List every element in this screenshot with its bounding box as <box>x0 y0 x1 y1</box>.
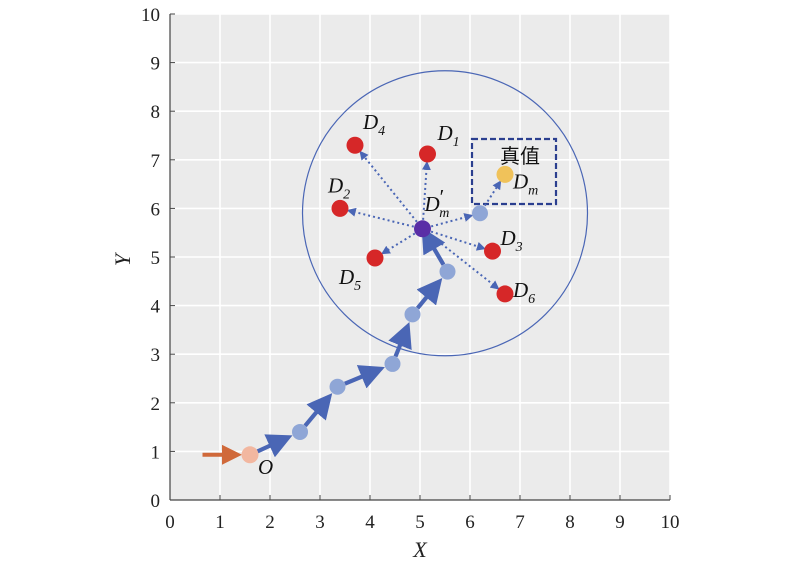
x-tick-label: 3 <box>315 512 325 533</box>
candidate-label-d4: D4 <box>362 110 385 139</box>
x-tick-label: 8 <box>565 512 575 533</box>
candidate-label-d2: D2 <box>327 173 350 202</box>
path-arrow <box>256 434 293 458</box>
y-tick-label: 0 <box>151 491 161 512</box>
path-node <box>404 306 421 323</box>
x-tick-label: 4 <box>365 512 375 533</box>
path-node <box>384 355 401 372</box>
candidate-point <box>331 199 349 217</box>
x-tick-label: 7 <box>515 512 525 533</box>
extra-node <box>472 205 488 222</box>
candidate-point <box>346 136 364 154</box>
extra-node-spoke <box>430 213 474 228</box>
x-tick-label: 1 <box>215 512 225 533</box>
candidate-label-d3: D3 <box>500 226 523 255</box>
path-arrow <box>388 321 412 358</box>
path-node <box>329 378 346 395</box>
y-tick-label: 6 <box>151 199 161 220</box>
candidate-point <box>484 242 501 260</box>
search-circle <box>301 70 589 357</box>
path-arrow <box>421 227 446 266</box>
x-tick-label: 2 <box>265 512 275 533</box>
candidate-label-d5: D5 <box>338 265 361 294</box>
truth-label: Dm <box>512 169 538 198</box>
path-arrows <box>256 227 446 458</box>
path-node <box>292 423 308 440</box>
x-tick-label: 9 <box>615 512 625 533</box>
truth-box <box>470 137 558 206</box>
y-tick-label: 7 <box>151 151 161 172</box>
origin-point <box>241 446 259 464</box>
path-arrow <box>303 393 333 428</box>
y-tick-label: 3 <box>151 345 161 366</box>
x-axis-label: X <box>412 537 428 562</box>
candidate-spoke <box>346 207 415 228</box>
candidate-point <box>496 285 514 303</box>
x-tick-labels: 0 1 2 3 4 5 6 7 8 9 10 <box>165 512 679 533</box>
truth-point <box>496 165 514 183</box>
truth-caption: 真值 <box>500 144 540 168</box>
candidate-points <box>331 136 514 303</box>
y-tick-label: 8 <box>151 102 161 123</box>
y-tick-label: 10 <box>141 5 160 26</box>
estimate-point <box>414 220 431 238</box>
y-tick-label: 1 <box>151 442 161 463</box>
candidate-label-d6: D6 <box>512 278 535 307</box>
y-tick-label: 5 <box>151 248 161 269</box>
x-tick-label: 5 <box>415 512 425 533</box>
path-nodes <box>241 205 488 464</box>
point-labels: D1 D2 D3 D4 D5 D6 D′ m Dm O <box>258 110 538 479</box>
candidate-point <box>366 249 384 267</box>
path-node <box>439 263 456 280</box>
path-arrow <box>344 365 385 389</box>
x-tick-label: 10 <box>661 512 680 533</box>
path-arrow <box>415 277 443 310</box>
candidate-point <box>419 145 436 163</box>
y-tick-label: 2 <box>151 394 161 415</box>
y-tick-label: 9 <box>151 54 161 75</box>
candidate-label-d1: D1 <box>437 121 460 150</box>
axis-frame <box>169 13 671 501</box>
y-tick-label: 4 <box>151 297 161 318</box>
candidate-spokes <box>346 150 502 290</box>
candidate-spoke <box>380 232 416 255</box>
candidate-spoke <box>430 230 486 251</box>
origin-label: O <box>258 455 273 479</box>
x-tick-label: 0 <box>165 512 175 533</box>
x-tick-label: 6 <box>465 512 475 533</box>
grid-lines <box>170 13 671 500</box>
y-tick-labels: 0 1 2 3 4 5 6 7 8 9 10 <box>141 5 161 512</box>
estimate-label: D′ m <box>424 185 450 221</box>
y-axis-label: Y <box>110 251 135 266</box>
